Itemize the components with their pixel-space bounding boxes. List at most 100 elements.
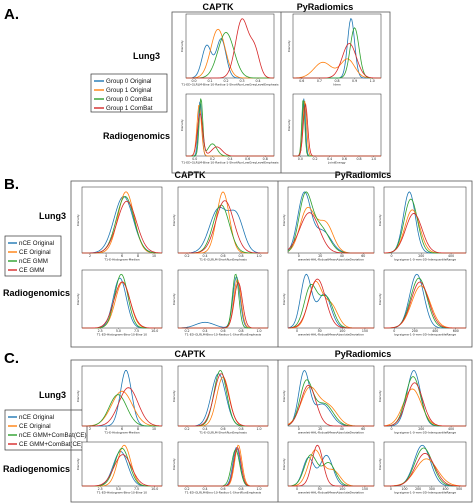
y-axis-label: Density	[282, 214, 286, 226]
row-header-lung3-a: Lung3	[133, 51, 160, 61]
x-axis-label: log-sigma-1-0-mm-3D-InterquartileRange	[394, 431, 456, 435]
x-tick-label: 400	[442, 487, 448, 491]
subplot-a-3: 0.0 0.2 0.4 0.6 0.8 1.0 JointEnergy Density	[287, 93, 382, 165]
density-line-series-3	[383, 382, 466, 427]
x-axis-label: wavelet-HHL-RobustMeanAbsoluteDeviation	[298, 333, 364, 337]
density-line-series-3	[178, 281, 268, 329]
x-tick-label: 0.4	[202, 427, 207, 431]
x-axis-label: wavelet-HHL-RobustMeanAbsoluteDeviation	[298, 431, 364, 435]
x-tick-label: 0.4	[202, 329, 207, 333]
x-axis-label: T1-E-GLRLM-ShortRunEmphasis	[198, 431, 247, 435]
density-line-series-3	[82, 387, 163, 427]
x-tick-label: 0.8	[238, 329, 243, 333]
x-tick-label: 0.4	[255, 79, 260, 83]
x-tick-label: 0.6	[245, 157, 250, 161]
density-plots: 0.0 0.1 0.2 0.3 0.4T1-ED-GLRLM-Bins-10-Radiu…	[76, 13, 467, 495]
x-tick-label: 1.0	[256, 487, 261, 491]
density-line-series-3	[82, 281, 162, 329]
subplot-frame	[81, 269, 163, 329]
x-tick-label: 0.4	[202, 487, 207, 491]
x-tick-label: 0.8	[238, 427, 243, 431]
y-axis-label: Density	[180, 119, 184, 131]
y-axis-label: Density	[378, 390, 382, 402]
density-line-series-3	[287, 212, 374, 254]
x-tick-label: 0.2	[184, 487, 189, 491]
x-tick-label: 0	[393, 329, 395, 333]
density-line-series-3	[178, 447, 268, 487]
density-line-series-3	[82, 454, 162, 487]
x-tick-label: 200	[415, 487, 421, 491]
x-tick-label: 150	[362, 487, 368, 491]
x-tick-label: 50	[318, 329, 322, 333]
subplot-b-7: 0 200 400log-sigma-1-0-mm-3D-Interquartile…	[378, 186, 467, 262]
x-tick-label: 1.0	[256, 427, 261, 431]
x-tick-label: 0.0	[191, 79, 196, 83]
row-header-radiogenomics-b: Radiogenomics	[3, 288, 70, 298]
subplot-c-12: 2 4 6 8 10 T1-E-Histogram-Median Density	[76, 365, 163, 435]
x-axis-label: T1-ED-GLRLM-Bins-10-Radius-1-ShortRunEmp…	[184, 491, 262, 495]
x-axis-label: JointEnergy	[327, 161, 345, 165]
column-header-pyradiomics-b: PyRadiomics	[335, 170, 392, 180]
x-tick-label: 0.3	[239, 79, 244, 83]
subplot-frame	[287, 186, 375, 254]
x-tick-label: 20	[318, 427, 322, 431]
column-header-captk-a: CAPTK	[203, 2, 234, 12]
subplot-a-2: 0.0 0.2 0.4 0.6 0.8T1-ED-GLRLM-Bins-10-Radiu…	[180, 93, 279, 165]
panel-letter-a: A.	[4, 6, 19, 23]
x-tick-label: 0.7	[317, 79, 322, 83]
x-tick-label: 200	[418, 427, 424, 431]
x-axis-label: T1-ED-GLRLM-Bins-10-Radius-1-ShortRunLow…	[180, 83, 279, 87]
density-line-series-3	[383, 453, 467, 487]
x-tick-label: 0.0	[298, 157, 303, 161]
y-axis-label: Density	[76, 214, 80, 226]
subplot-b-5: 0.2 0.4 0.6 0.8 1.0 T1-E-GLRLM-ShortRunEmphas…	[172, 186, 269, 262]
y-axis-label: Density	[172, 458, 176, 470]
x-tick-label: 0.2	[184, 427, 189, 431]
row-header-lung3-b: Lung3	[39, 211, 66, 221]
x-tick-label: 150	[362, 329, 368, 333]
y-axis-label: Density	[282, 458, 286, 470]
row-header-radiogenomics-a: Radiogenomics	[103, 131, 170, 141]
x-tick-label: 7.5	[134, 487, 139, 491]
legend-b-label-2: nCE GMM	[19, 258, 48, 265]
subplot-frame	[287, 269, 375, 329]
subplot-c-16: 2.5 5.0 7.5 10.0 T1-ED-Histogram-Bins-10-Bin…	[76, 441, 163, 495]
y-axis-label: Density	[172, 293, 176, 305]
column-header-captk-b: CAPTK	[175, 170, 206, 180]
x-axis-label: T1-ED-Histogram-Bins-10-Bins-10	[96, 491, 147, 495]
x-axis-label: T1-ED-GLRLM-Bins-10-Radius-1-ShortRunEmp…	[184, 333, 262, 337]
subplot-b-11: 0 200 400 600log-sigma-1-0-mm-3D-Interquart…	[378, 269, 467, 337]
legend-a: Group 0 Original Group 1 Original Group …	[90, 73, 168, 113]
panel-letter-b: B.	[4, 176, 19, 193]
x-tick-label: 0.6	[342, 157, 347, 161]
y-axis-label: Density	[287, 119, 291, 131]
x-axis-label: T1-ED-GLRLM-Bins-10-Radius-1-ShortRunLow…	[180, 161, 279, 165]
x-axis-label: T1-ED-Histogram-Bins-10-Bins-10	[96, 333, 147, 337]
x-tick-label: 0	[298, 254, 300, 258]
subplot-a-0: 0.0 0.1 0.2 0.3 0.4T1-ED-GLRLM-Bins-10-Radiu…	[180, 13, 279, 87]
x-tick-label: 0	[390, 254, 392, 258]
legend-b: nCE Original CE Original nCE GMM CE GMM	[4, 235, 62, 277]
x-tick-label: 6	[121, 254, 123, 258]
x-tick-label: 0.6	[299, 79, 304, 83]
x-tick-label: 200	[412, 329, 418, 333]
x-tick-label: 2	[89, 427, 91, 431]
y-axis-label: Density	[282, 293, 286, 305]
y-axis-label: Density	[172, 390, 176, 402]
subplot-frame	[383, 441, 467, 487]
subplot-frame	[383, 365, 467, 427]
x-axis-label: T1-E-Histogram-Median	[103, 431, 139, 435]
legend-b-label-3: CE GMM	[19, 267, 44, 274]
legend-a-label-3: Group 1 ComBat	[106, 105, 153, 112]
x-axis-label: T1-E-GLRLM-ShortRunEmphasis	[198, 258, 247, 262]
subplot-b-10: 0 50 100 150wavelet-HHL-RobustMeanAbsoluteD…	[282, 269, 375, 337]
row-header-lung3-c: Lung3	[39, 390, 66, 400]
subplot-c-14: 0 20 40 60wavelet-HHL-RobustMeanAbsoluteDev…	[282, 365, 375, 435]
x-tick-label: 0.6	[220, 254, 225, 258]
x-tick-label: 1.0	[370, 79, 375, 83]
subplot-c-13: 0.2 0.4 0.6 0.8 1.0 T1-E-GLRLM-ShortRunEmphas…	[172, 365, 269, 435]
density-line-series-3	[384, 281, 466, 329]
x-tick-label: 0.6	[220, 427, 225, 431]
density-line-series-2	[82, 394, 162, 427]
x-tick-label: 10.0	[151, 329, 158, 333]
